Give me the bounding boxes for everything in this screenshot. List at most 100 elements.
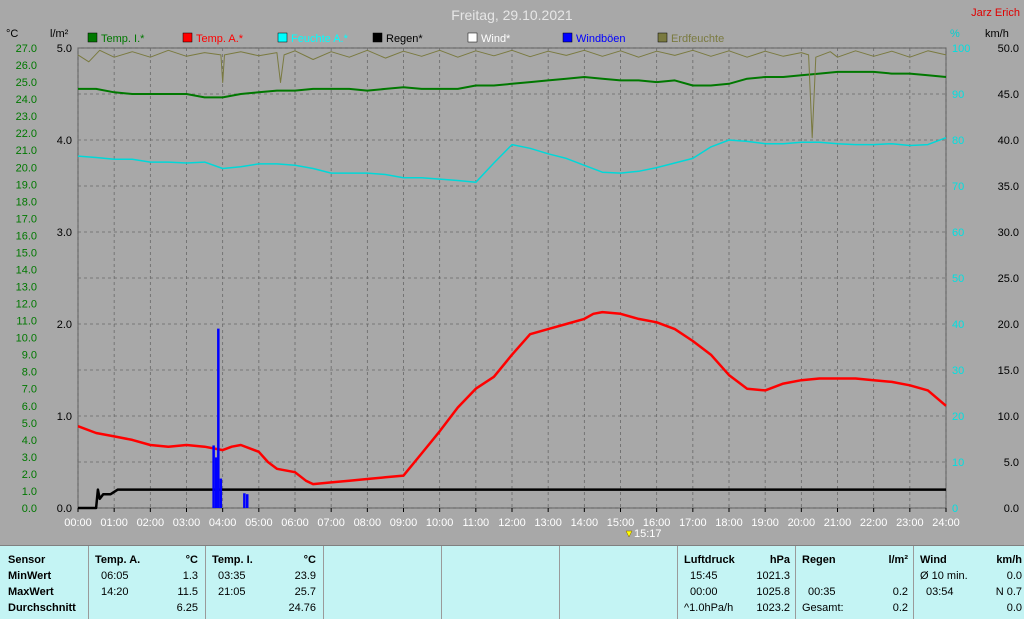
humidity-tick-label: 70 <box>952 181 964 193</box>
stats-sensor-header: Sensor <box>8 554 46 566</box>
temp-a-min-time: 06:05 <box>101 570 129 582</box>
x-tick-label: 22:00 <box>860 517 888 529</box>
chart-grid <box>77 47 947 509</box>
sun-icon <box>625 530 633 538</box>
legend-swatch <box>562 32 573 43</box>
x-tick-label: 12:00 <box>498 517 526 529</box>
series-line <box>78 70 947 99</box>
wind-tick-label: 40.0 <box>998 135 1019 147</box>
x-tick-label: 00:00 <box>64 517 92 529</box>
legend-swatch <box>87 32 98 43</box>
rain-total-label: Gesamt: <box>802 602 844 614</box>
legend-label: Feuchte A.* <box>291 33 349 45</box>
temp-axis-unit: °C <box>6 28 18 40</box>
stats-max-label: MaxWert <box>8 586 54 598</box>
stats-table: Sensor MinWert MaxWert Durchschnitt Temp… <box>0 545 1024 619</box>
stats-temp-i-column: Temp. I. °C 03:35 23.9 21:05 25.7 24.76 <box>205 546 324 619</box>
wind-tick-label: 5.0 <box>1004 457 1019 469</box>
legend-label: Wind* <box>481 33 511 45</box>
rain-tick-label: 3.0 <box>57 227 72 239</box>
legend-swatch <box>657 32 668 43</box>
wind-tick-label: 15.0 <box>998 365 1019 377</box>
temp-tick-label: 5.0 <box>22 418 37 430</box>
temp-i-min-value: 23.9 <box>294 570 316 582</box>
temp-a-min-value: 1.3 <box>182 570 198 582</box>
temp-tick-label: 0.0 <box>22 503 37 515</box>
wind-max-value: N 0.7 <box>995 586 1022 598</box>
wind-axis-unit: km/h <box>985 28 1009 40</box>
x-tick-label: 21:00 <box>824 517 852 529</box>
rain-max-time: 00:35 <box>808 586 836 598</box>
temp-tick-label: 14.0 <box>16 264 37 276</box>
stats-min-label: MinWert <box>8 570 52 582</box>
temp-tick-label: 25.0 <box>16 77 37 89</box>
stats-empty-column <box>323 546 442 619</box>
rain-total-value: 0.2 <box>892 602 908 614</box>
humidity-tick-label: 60 <box>952 227 964 239</box>
x-annotation-label: 15:17 <box>634 528 662 540</box>
temp-tick-label: 8.0 <box>22 367 37 379</box>
stats-rain-column: Regen l/m² 00:35 0.2 Gesamt: 0.2 <box>795 546 914 619</box>
temp-i-min-time: 03:35 <box>218 570 246 582</box>
humidity-tick-label: 30 <box>952 365 964 377</box>
temp-tick-label: 1.0 <box>22 486 37 498</box>
temp-tick-label: 22.0 <box>16 128 37 140</box>
legend-label: Temp. A.* <box>196 33 244 45</box>
temp-tick-label: 26.0 <box>16 60 37 72</box>
pressure-header: Luftdruck <box>684 554 735 566</box>
wind-tick-label: 30.0 <box>998 227 1019 239</box>
temp-tick-label: 13.0 <box>16 282 37 294</box>
temp-tick-label: 17.0 <box>16 213 37 225</box>
temp-tick-label: 6.0 <box>22 401 37 413</box>
humidity-tick-label: 10 <box>952 457 964 469</box>
temp-tick-label: 19.0 <box>16 179 37 191</box>
stats-temp-a-column: Temp. A. °C 06:05 1.3 14:20 11.5 6.25 <box>88 546 206 619</box>
x-tick-label: 07:00 <box>317 517 345 529</box>
pressure-min-time: 15:45 <box>690 570 718 582</box>
temp-i-max-value: 25.7 <box>294 586 316 598</box>
temp-a-avg-value: 6.25 <box>176 602 198 614</box>
wind-header: Wind <box>920 554 947 566</box>
wind-tick-label: 0.0 <box>1004 503 1019 515</box>
temp-tick-label: 10.0 <box>16 333 37 345</box>
series-line <box>77 310 947 486</box>
rain-tick-label: 1.0 <box>57 411 72 423</box>
humidity-tick-label: 40 <box>952 319 964 331</box>
chart-legend: Temp. I.* Temp. A.* Feuchte A.* Regen* Wind*… <box>87 32 724 45</box>
weather-chart: Freitag, 29.10.2021 Jarz Erich Temp. I.*… <box>6 7 1020 540</box>
temp-a-unit: °C <box>185 554 198 566</box>
legend-swatch <box>277 32 288 43</box>
x-tick-label: 06:00 <box>281 517 309 529</box>
x-tick-label: 02:00 <box>137 517 165 529</box>
chart-author: Jarz Erich <box>971 7 1020 19</box>
rain-tick-label: 0.0 <box>57 503 72 515</box>
legend-swatch <box>467 32 478 43</box>
x-tick-label: 15:00 <box>607 517 635 529</box>
wind-tick-label: 20.0 <box>998 319 1019 331</box>
pressure-unit: hPa <box>769 554 790 566</box>
pressure-trend-label: ^1.0hPa/h <box>684 602 734 614</box>
rain-header: Regen <box>802 554 836 566</box>
humidity-tick-label: 50 <box>952 273 964 285</box>
pressure-max-value: 1025.8 <box>756 586 790 598</box>
humidity-tick-label: 0 <box>952 503 958 515</box>
wind-tick-label: 10.0 <box>998 411 1019 423</box>
rain-axis-unit: l/m² <box>50 28 69 40</box>
x-tick-label: 14:00 <box>571 517 599 529</box>
temp-tick-label: 3.0 <box>22 452 37 464</box>
temp-tick-label: 12.0 <box>16 299 37 311</box>
humidity-tick-label: 90 <box>952 89 964 101</box>
humidity-tick-label: 100 <box>952 43 970 55</box>
x-tick-label: 13:00 <box>534 517 562 529</box>
series-line <box>77 49 947 139</box>
axis-ticks: 0.0 1.0 2.0 3.0 4.0 5.0 6.0 7.0 8.0 9.0 10.0 11.0 12… <box>16 43 1019 529</box>
temp-i-avg-value: 24.76 <box>288 602 316 614</box>
pressure-max-time: 00:00 <box>690 586 718 598</box>
x-tick-label: 23:00 <box>896 517 924 529</box>
temp-a-max-value: 11.5 <box>177 586 198 598</box>
legend-label: Temp. I.* <box>101 33 145 45</box>
stats-pressure-column: Luftdruck hPa 15:45 1021.3 00:00 1025.8 … <box>677 546 796 619</box>
legend-swatch <box>182 32 193 43</box>
rain-unit: l/m² <box>888 554 908 566</box>
stats-sensor-column: Sensor MinWert MaxWert Durchschnitt <box>0 546 88 619</box>
